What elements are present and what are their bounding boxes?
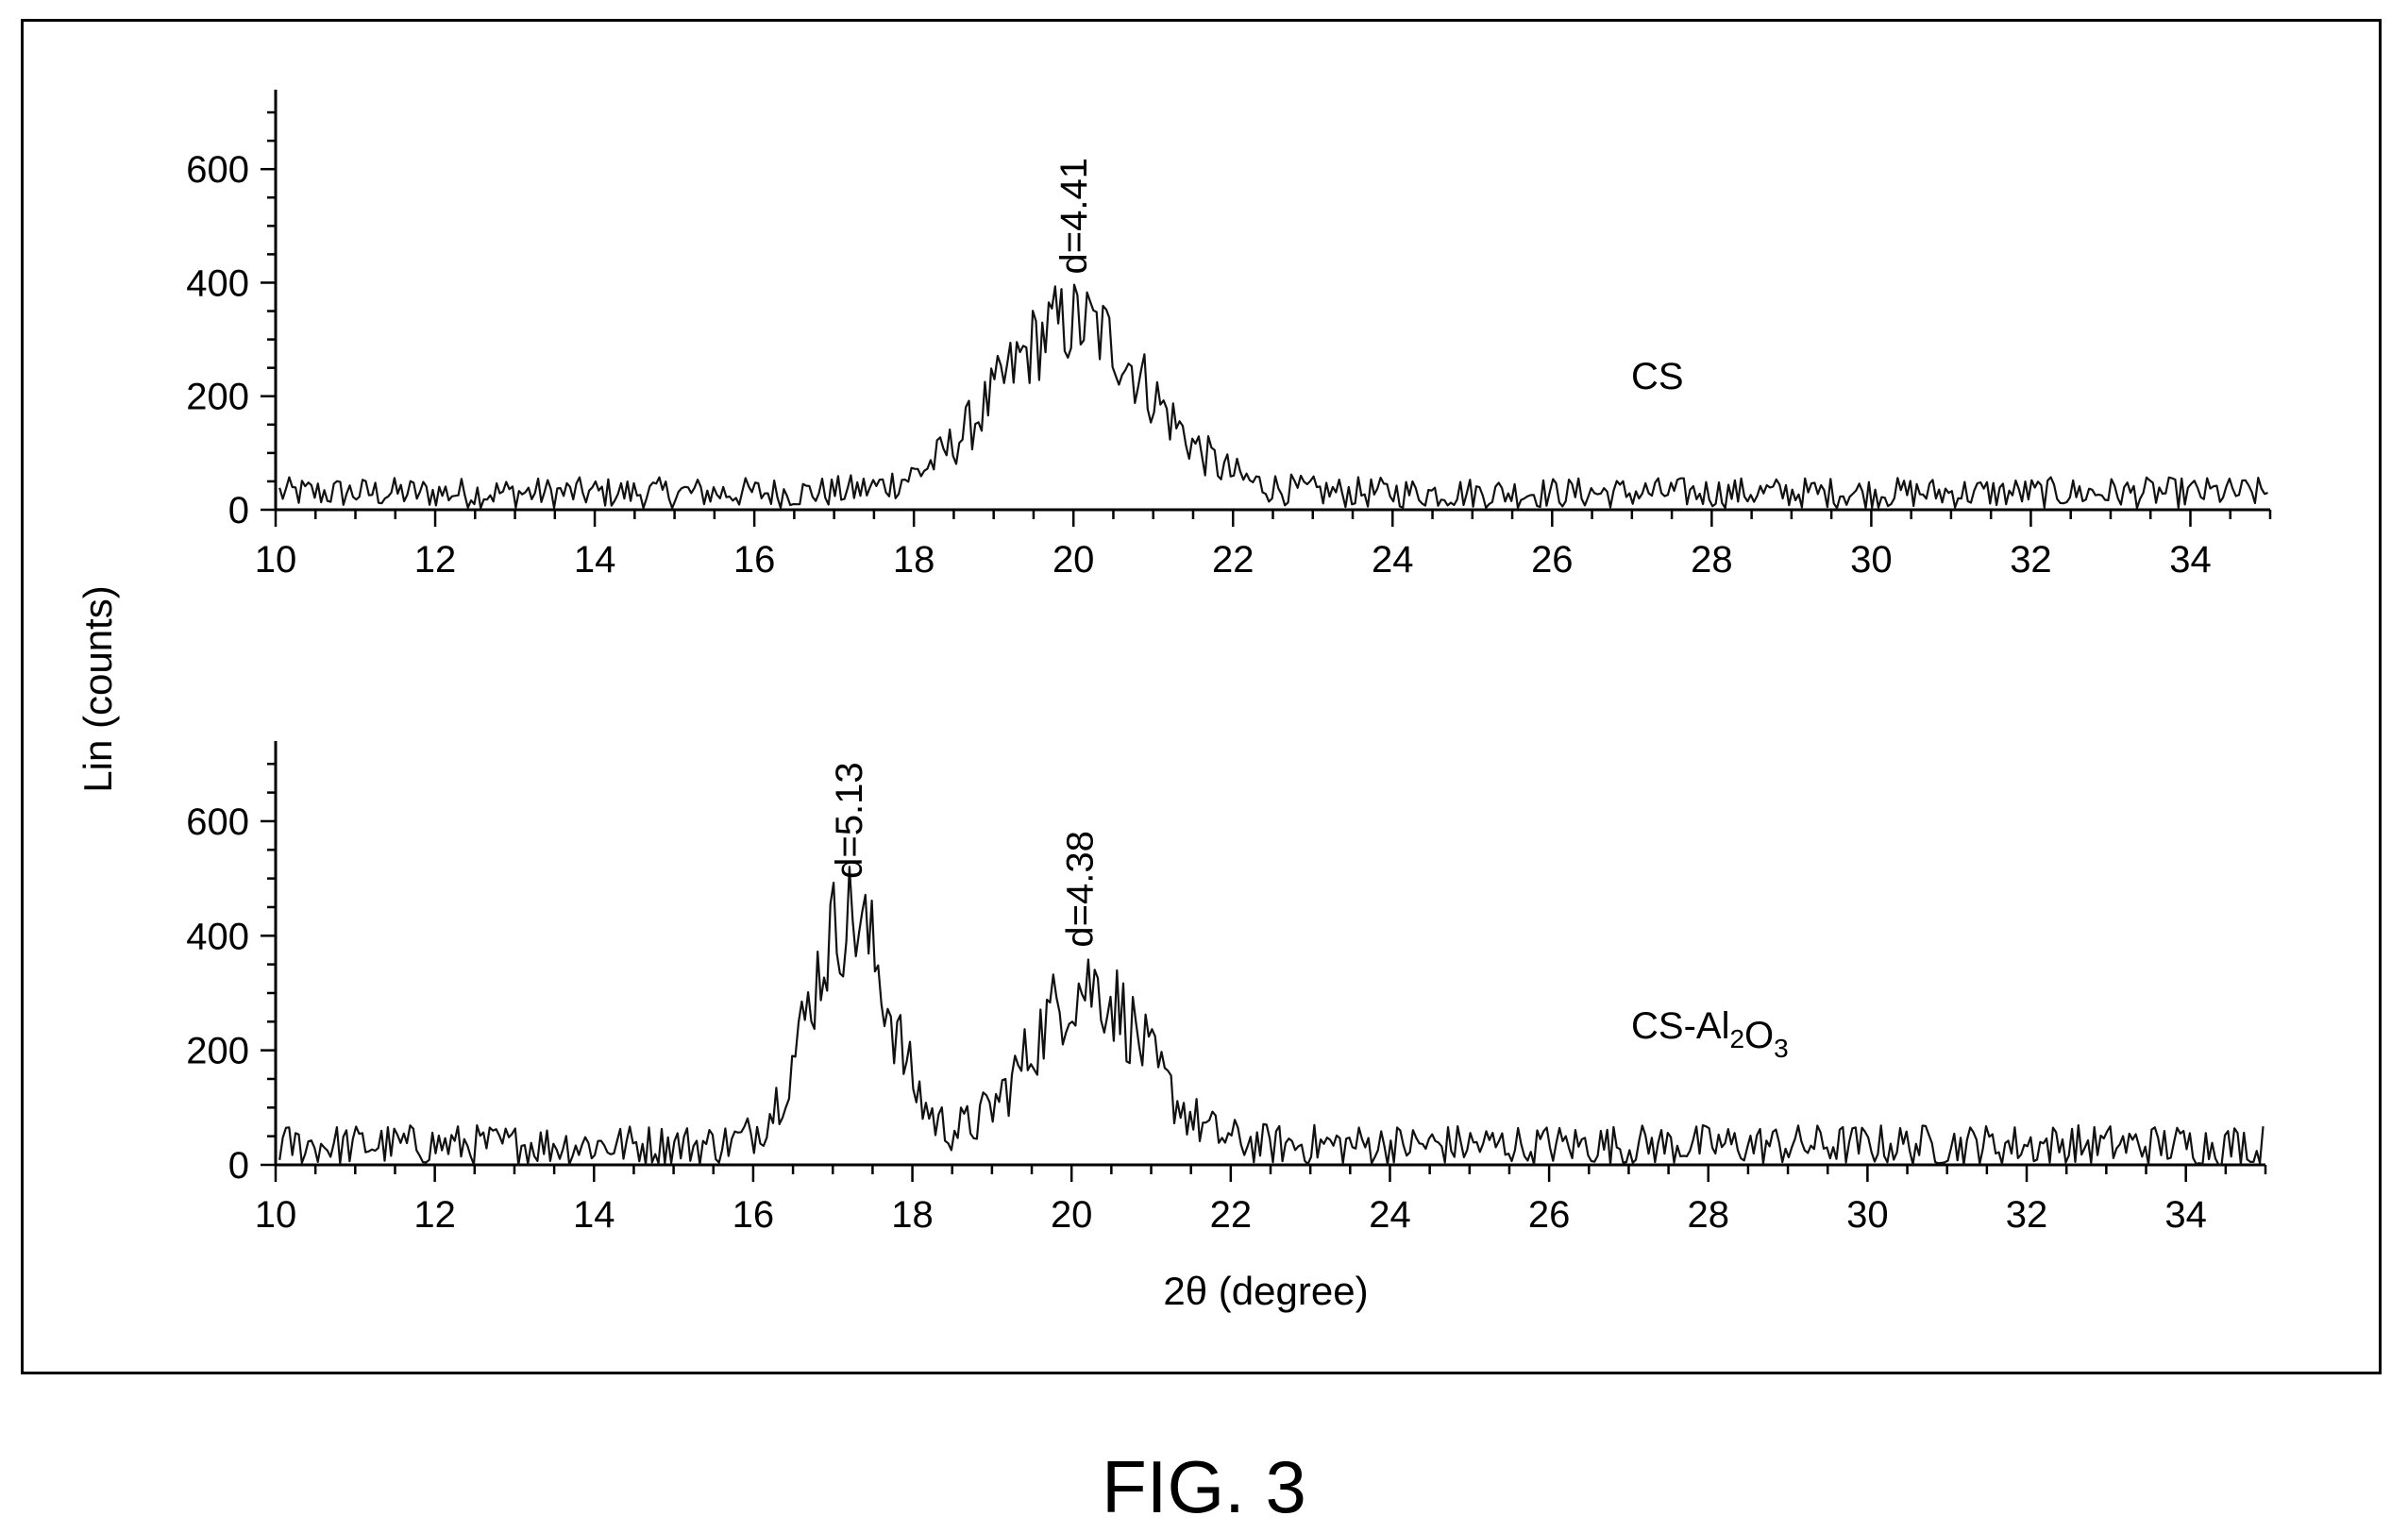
- y-tick-label: 600: [186, 149, 249, 191]
- x-tick-label: 20: [1052, 539, 1095, 581]
- y-tick-label: 200: [186, 1031, 249, 1072]
- y-tick-label: 0: [228, 1145, 249, 1187]
- x-tick-label: 14: [574, 539, 616, 581]
- x-axis-label: 2θ (degree): [1163, 1269, 1368, 1313]
- x-tick-label: 12: [413, 1194, 456, 1236]
- x-tick-label: 26: [1531, 539, 1574, 581]
- peak-label: d=4.38: [1060, 831, 1102, 947]
- x-tick-label: 26: [1528, 1194, 1571, 1236]
- x-tick-label: 16: [733, 1194, 775, 1236]
- series-line: [278, 866, 2265, 1167]
- peak-label: d=4.41: [1053, 158, 1095, 274]
- x-tick-label: 18: [893, 539, 935, 581]
- x-tick-label: 10: [255, 1194, 297, 1236]
- x-tick-label: 28: [1688, 1194, 1730, 1236]
- x-tick-label: 28: [1691, 539, 1733, 581]
- x-tick-label: 16: [733, 539, 776, 581]
- series-line: [278, 283, 2268, 510]
- x-tick-label: 20: [1051, 1194, 1093, 1236]
- x-tick-label: 24: [1372, 539, 1414, 581]
- x-tick-label: 24: [1369, 1194, 1411, 1236]
- y-tick-label: 200: [186, 377, 249, 418]
- y-tick-label: 600: [186, 801, 249, 843]
- y-tick-label: 400: [186, 262, 249, 304]
- x-tick-label: 32: [2006, 1194, 2048, 1236]
- y-tick-label: 400: [186, 916, 249, 957]
- x-tick-label: 32: [2010, 539, 2052, 581]
- y-axis-label: Lin (counts): [76, 585, 120, 792]
- series-label: CS-Al2O3: [1631, 1005, 1789, 1063]
- x-tick-label: 30: [1846, 1194, 1889, 1236]
- x-tick-label: 14: [573, 1194, 615, 1236]
- series-label: CS: [1631, 356, 1684, 397]
- x-tick-label: 30: [1850, 539, 1893, 581]
- x-tick-label: 12: [414, 539, 457, 581]
- x-tick-label: 10: [255, 539, 297, 581]
- x-tick-label: 22: [1210, 1194, 1253, 1236]
- peak-label: d=5.13: [829, 762, 870, 878]
- x-tick-label: 34: [2164, 1194, 2207, 1236]
- x-tick-label: 22: [1212, 539, 1255, 581]
- y-tick-label: 0: [228, 490, 249, 531]
- figure-frame: [21, 19, 2382, 1374]
- figure-caption: FIG. 3: [1102, 1445, 1306, 1528]
- x-tick-label: 18: [891, 1194, 934, 1236]
- x-tick-label: 34: [2169, 539, 2212, 581]
